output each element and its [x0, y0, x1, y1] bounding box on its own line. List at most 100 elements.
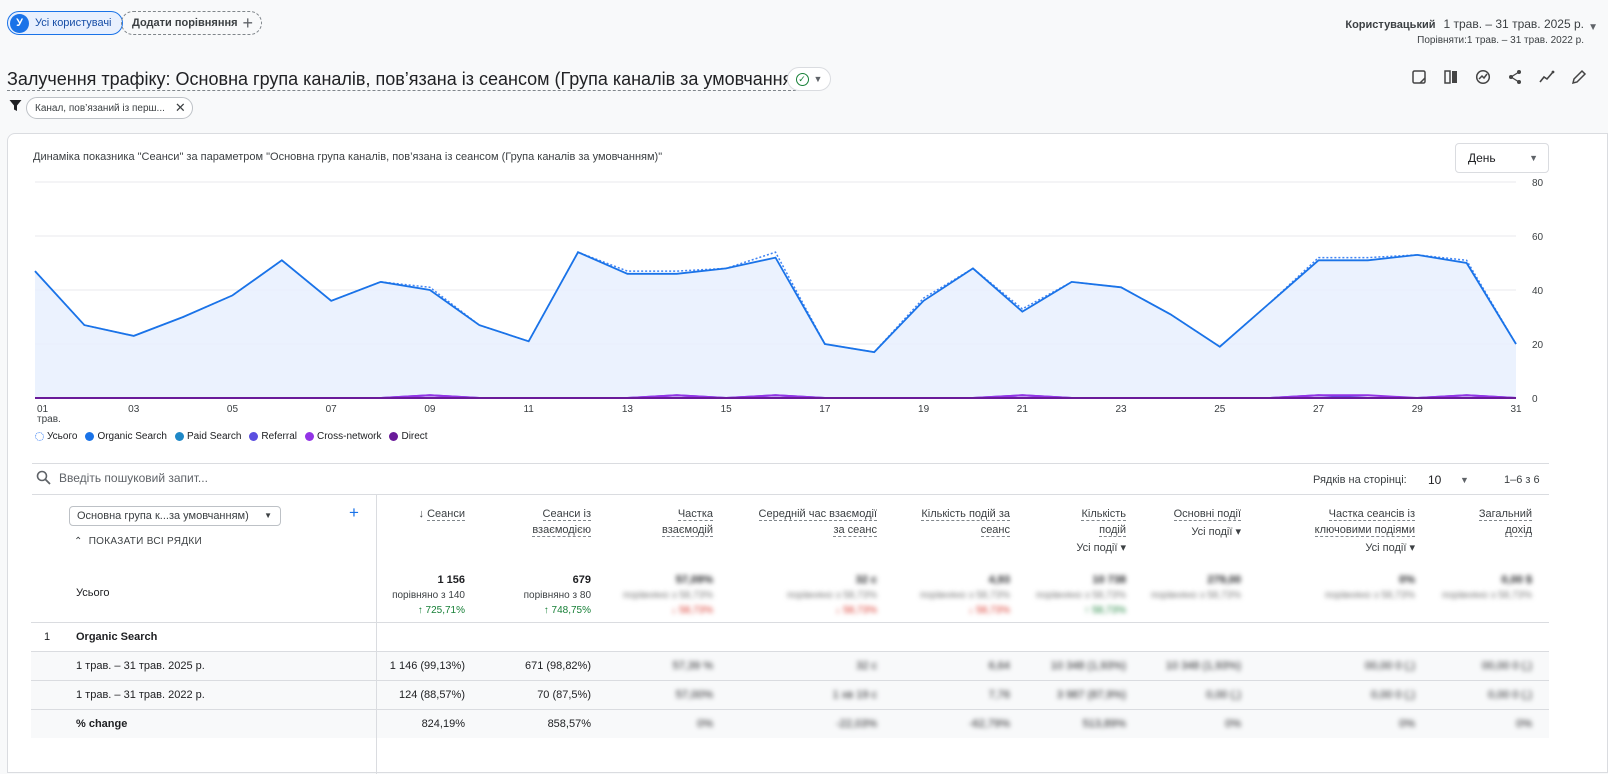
- column-header-label: Кількість подій за: [921, 508, 1010, 521]
- column-header-label: за сеанс: [833, 524, 877, 537]
- table-cell: -62,79%: [969, 718, 1010, 730]
- check-circle-icon: ✓: [795, 72, 809, 86]
- report-toolbar: [1410, 68, 1588, 86]
- metric-filter-select[interactable]: Усі події ▾: [1076, 542, 1126, 554]
- legend-item[interactable]: Cross-network: [305, 431, 381, 442]
- legend-label: Cross-network: [317, 431, 382, 442]
- total-cell: 279,00 порівняно з 58,73%: [1150, 574, 1241, 601]
- range-type: Користувацький: [1345, 19, 1436, 31]
- table-search[interactable]: Введіть пошуковий запит...: [36, 470, 208, 485]
- page-title: Залучення трафіку: Основна група каналів…: [7, 69, 811, 91]
- column-header[interactable]: Загальний дохід: [1478, 506, 1532, 538]
- compare-icon[interactable]: [1442, 68, 1460, 86]
- legend-dot-icon: [85, 432, 95, 441]
- table-cell: 1 хв 19 с: [832, 689, 877, 701]
- dimension-select[interactable]: Основна група к...за умовчанням) ▼: [69, 506, 281, 526]
- data-table: Основна група к...за умовчанням) ▼ + ⌃ ПО…: [31, 494, 1549, 774]
- chevron-down-icon[interactable]: ▼: [1460, 475, 1469, 485]
- column-header[interactable]: Частка сеансів із ключовими подіями Усі по…: [1314, 506, 1415, 556]
- column-header-label: Середній час взаємодії: [758, 508, 877, 521]
- organic-search-area: [35, 252, 1516, 398]
- rows-per-page-select[interactable]: 10: [1428, 473, 1442, 487]
- column-header[interactable]: Кількість подій Усі події ▾: [1076, 506, 1126, 556]
- date-dropdown-icon[interactable]: ▼: [1588, 22, 1598, 33]
- line-chart: 0 20 40 60 80 01 трав. 03 05 07 09 11 13 15 17 19 21 23 25…: [34, 178, 1544, 424]
- table-cell: 1 146 (99,13%): [389, 660, 465, 672]
- table-cell: 32 с: [856, 660, 877, 672]
- y-tick-label: 40: [1532, 286, 1544, 297]
- add-dimension-icon[interactable]: +: [349, 503, 359, 522]
- legend-item[interactable]: Organic Search: [85, 431, 167, 442]
- column-header[interactable]: Кількість подій за сеанс: [921, 506, 1010, 538]
- divider: [32, 463, 1549, 464]
- table-cell: 10 348 (1,93%): [1050, 660, 1126, 672]
- edit-pencil-icon[interactable]: [1570, 68, 1588, 86]
- x-tick-label: 13: [622, 404, 634, 415]
- total-cell: 679 порівняно з 80 ↑ 748,75%: [523, 574, 591, 616]
- column-header-label: подій: [1099, 524, 1126, 537]
- segment-chip-all-users[interactable]: У Усі користувачі: [7, 11, 123, 35]
- show-all-rows-button[interactable]: ⌃ ПОКАЗАТИ ВСІ РЯДКИ: [74, 536, 203, 547]
- table-cell: 00,00 0 (,): [1364, 660, 1415, 672]
- legend-item[interactable]: Direct: [389, 431, 428, 442]
- column-header-label: Частка сеансів із: [1328, 508, 1415, 521]
- column-header[interactable]: ↓ Сеанси: [419, 506, 465, 522]
- x-tick-label: 21: [1017, 404, 1029, 415]
- table-cell: 671 (98,82%): [524, 660, 591, 672]
- top-bar: У Усі користувачі Додати порівняння + Ко…: [0, 0, 1608, 56]
- x-tick-label: 17: [819, 404, 831, 415]
- range-main: 1 трав. – 31 трав. 2025 р.: [1443, 17, 1584, 31]
- row-label: % change: [76, 718, 128, 730]
- insights-icon[interactable]: [1474, 68, 1492, 86]
- plus-icon: +: [242, 13, 254, 33]
- total-cell: 0,00 $ порівняно з 58,73%: [1441, 574, 1532, 601]
- y-tick-label: 80: [1532, 178, 1544, 189]
- legend-label: Усього: [47, 431, 78, 442]
- metric-filter-select[interactable]: Усі події ▾: [1191, 526, 1241, 538]
- y-tick-label: 60: [1532, 232, 1544, 243]
- report-card: Динаміка показника "Сеанси" за параметро…: [7, 133, 1608, 774]
- column-header[interactable]: Сеанси із взаємодією: [532, 506, 591, 538]
- total-cell: 10 738 порівняно з 58,73% ↑ 58,73%: [1035, 574, 1126, 616]
- column-header-label: ключовими подіями: [1314, 524, 1415, 537]
- column-header[interactable]: Середній час взаємодії за сеанс: [758, 506, 877, 538]
- table-cell: 824,19%: [421, 718, 465, 730]
- notes-icon[interactable]: [1410, 68, 1428, 86]
- search-input[interactable]: Введіть пошуковий запит...: [59, 470, 208, 485]
- granularity-select[interactable]: День ▼: [1455, 143, 1549, 173]
- chevron-down-icon: ▼: [264, 511, 272, 520]
- metric-filter-select[interactable]: Усі події ▾: [1365, 542, 1415, 554]
- table-group-row[interactable]: 1 Organic Search: [31, 622, 1549, 652]
- filter-icon[interactable]: [9, 99, 22, 112]
- table-row[interactable]: 1 трав. – 31 трав. 2025 р. 1 146 (99,13%)…: [31, 651, 1549, 681]
- legend-item[interactable]: Paid Search: [174, 431, 241, 442]
- column-header[interactable]: Частка взаємодій: [662, 506, 713, 538]
- add-comparison-button[interactable]: Додати порівняння +: [121, 11, 263, 35]
- column-header[interactable]: Основні події Усі події ▾: [1173, 506, 1241, 540]
- trend-icon[interactable]: [1538, 68, 1556, 86]
- row-label: 1 трав. – 31 трав. 2022 р.: [76, 689, 205, 701]
- filter-chip-label: Канал, пов’язаний із перш...: [35, 102, 165, 114]
- table-cell: 0%: [1399, 718, 1415, 730]
- x-tick-label: 03: [128, 404, 140, 415]
- legend-item[interactable]: Referral: [249, 431, 297, 442]
- close-icon[interactable]: ✕: [174, 100, 186, 115]
- table-cell: 0%: [697, 718, 713, 730]
- table-cell: 858,57%: [547, 718, 591, 730]
- date-range-picker[interactable]: Користувацький 1 трав. – 31 трав. 2025 р.…: [1345, 16, 1584, 49]
- legend-item[interactable]: Усього: [35, 431, 77, 442]
- share-icon[interactable]: [1506, 68, 1524, 86]
- title-status-badge[interactable]: ✓ ▼: [787, 67, 831, 91]
- column-header-label: Загальний: [1478, 508, 1532, 521]
- filter-chip[interactable]: Канал, пов’язаний із перш... ✕: [26, 97, 193, 119]
- series-line-organic-search: [34, 251, 1517, 354]
- legend-dot-icon: [305, 432, 314, 441]
- column-header-label: Кількість: [1081, 508, 1126, 521]
- table-row[interactable]: 1 трав. – 31 трав. 2022 р. 124 (88,57%) 70…: [31, 680, 1549, 710]
- total-cell: 0% порівняно з 58,73%: [1324, 574, 1415, 601]
- chart-legend: Усього Organic Search Paid Search Referral C…: [35, 431, 428, 442]
- table-row[interactable]: % change 824,19% 858,57% 0% -22,03% -62,79% 51…: [31, 709, 1549, 739]
- legend-label: Referral: [261, 431, 297, 442]
- total-cell: 4,93 порівняно з 58,73% ↓ 58,73%: [919, 574, 1010, 616]
- dimension-value: Основна група к...за умовчанням): [77, 510, 249, 522]
